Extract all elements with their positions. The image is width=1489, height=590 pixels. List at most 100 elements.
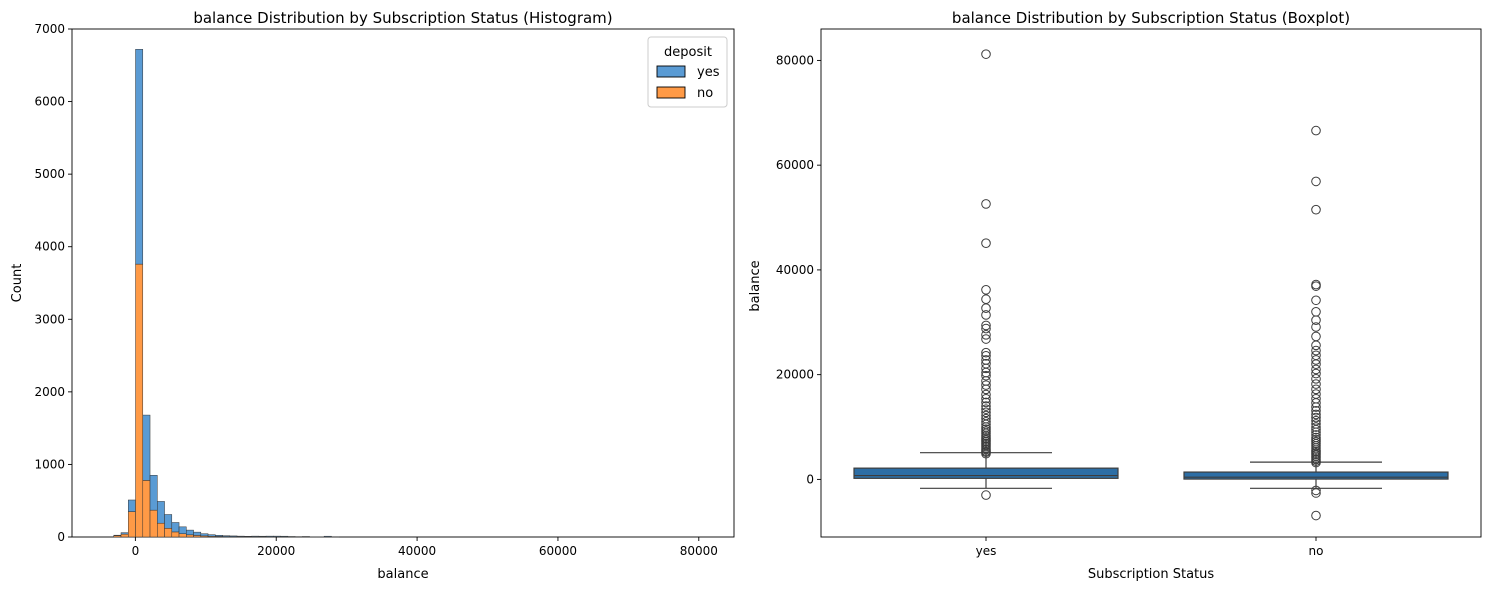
histogram-y-tick-label: 4000 (34, 240, 65, 254)
histogram-bar-yes (273, 535, 281, 538)
boxplot-outlier (981, 320, 991, 331)
histogram-bar-yes (244, 536, 252, 538)
histogram-bars (113, 49, 339, 538)
boxplot-y-tick-label: 0 (806, 472, 814, 486)
boxplot-y-tick-label: 20000 (776, 368, 814, 382)
legend-swatch-yes (656, 65, 686, 78)
boxplot-outlier (981, 310, 991, 320)
histogram-bar-yes (207, 534, 216, 537)
boxplot-outlier (1311, 389, 1321, 399)
histogram-bar-yes (164, 514, 173, 529)
boxplot-outlier (1311, 340, 1321, 351)
histogram-y-tick-label: 5000 (34, 167, 65, 181)
boxplot-outlier (981, 410, 991, 421)
histogram-x-tick-label: 0 (132, 544, 140, 558)
histogram-bar-no (171, 531, 180, 538)
histogram-bar-yes (157, 501, 165, 524)
histogram-y-tick-label: 0 (57, 530, 65, 544)
histogram-x-tick-label: 20000 (257, 544, 295, 558)
boxplot-outlier (981, 358, 991, 369)
boxplot-outlier (981, 413, 991, 424)
histogram-x-tick-label: 60000 (539, 544, 577, 558)
boxplot-outlier (1311, 488, 1321, 498)
histogram-bar-yes (280, 535, 289, 538)
boxplot-title: balance Distribution by Subscription Sta… (952, 9, 1350, 27)
boxplot-outlier (981, 389, 991, 400)
histogram-bar-yes (222, 535, 231, 537)
histogram-y-label: Count (10, 264, 25, 303)
boxplot-outlier (981, 401, 991, 411)
boxplot-outlier (981, 407, 991, 418)
boxplot-outlier (981, 350, 991, 361)
boxplot-outlier (981, 355, 991, 365)
histogram-bar-yes (215, 535, 223, 537)
boxplot-outlier (981, 370, 991, 381)
boxplot-outlier (1311, 510, 1321, 521)
histogram-bar-no (135, 263, 144, 538)
boxplot-outlier (981, 199, 991, 209)
histogram-bar-yes (258, 535, 267, 538)
boxplot-outlier (981, 416, 991, 427)
histogram-bar-yes (142, 414, 151, 481)
histogram-x-label: balance (377, 567, 428, 582)
histogram-bar-yes (251, 535, 260, 538)
boxplot-outlier (1311, 374, 1321, 384)
boxplot-outlier (1311, 405, 1321, 416)
histogram-bar-yes (265, 535, 274, 538)
histogram-bar-yes (236, 535, 245, 537)
histogram-bar-yes (178, 526, 187, 534)
boxplot-outlier (981, 294, 991, 305)
boxplot-outlier (981, 303, 991, 313)
boxplot-outlier (1311, 364, 1321, 375)
boxplot-x-tick-label: no (1309, 544, 1324, 558)
boxplot-y-tick-label: 40000 (776, 263, 814, 277)
boxplot-y-tick-label: 60000 (776, 158, 814, 172)
histogram-bar-no (164, 528, 173, 538)
boxplot-outlier (1311, 176, 1321, 187)
boxplot-y-label: balance (748, 260, 763, 311)
histogram-axes-frame (71, 28, 735, 538)
boxplot-outlier (981, 404, 991, 415)
boxplot-outlier (981, 490, 991, 500)
boxplot-outlier (981, 330, 991, 340)
boxplot-outlier (981, 323, 991, 334)
histogram-title: balance Distribution by Subscription Sta… (193, 9, 612, 27)
boxplot-outlier (1311, 355, 1321, 365)
boxplot-outlier (1311, 430, 1321, 440)
histogram-bar-yes (135, 49, 144, 265)
boxplot-box-no (1183, 471, 1449, 480)
histogram-x-tick-label: 80000 (680, 544, 718, 558)
boxplot-outlier (981, 238, 991, 248)
boxplot-outlier (981, 334, 991, 344)
boxplot-y-tick-label: 80000 (776, 53, 814, 67)
histogram-bar-no (128, 511, 136, 538)
boxplot-outlier (981, 347, 991, 358)
boxplot-outlier (1311, 485, 1321, 496)
boxplot-outlier (981, 380, 991, 390)
histogram-y-tick-label: 1000 (34, 457, 65, 471)
histogram-bar-yes (323, 535, 332, 538)
boxplot-outlier (1311, 415, 1321, 426)
boxplot-outlier (1311, 322, 1321, 332)
boxplot-outlier (1311, 368, 1321, 379)
boxplot-outlier (1311, 204, 1321, 215)
histogram-bar-no (178, 533, 187, 538)
boxplot-outlier (1311, 345, 1321, 356)
boxplot-outlier (1311, 393, 1321, 404)
boxplot-outlier (1311, 350, 1321, 361)
boxplot-outlier (1311, 384, 1321, 395)
histogram-bar-yes (120, 532, 129, 535)
histogram-bar-yes (128, 499, 136, 512)
histogram-bar-yes (186, 529, 194, 536)
histogram-y-tick-label: 6000 (34, 95, 65, 109)
boxplot-outlier (1311, 422, 1321, 432)
histogram-legend: deposit yes no (647, 36, 728, 108)
boxplot-outlier (981, 49, 991, 59)
boxplot-outlier (1311, 412, 1321, 423)
boxplot-marks (853, 49, 1449, 521)
boxplot-x-label: Subscription Status (1088, 567, 1215, 582)
histogram-y-tick-label: 3000 (34, 312, 65, 326)
histogram-x-tick-label: 40000 (398, 544, 436, 558)
legend-label-yes: yes (697, 65, 720, 80)
legend-label-no: no (697, 86, 713, 101)
